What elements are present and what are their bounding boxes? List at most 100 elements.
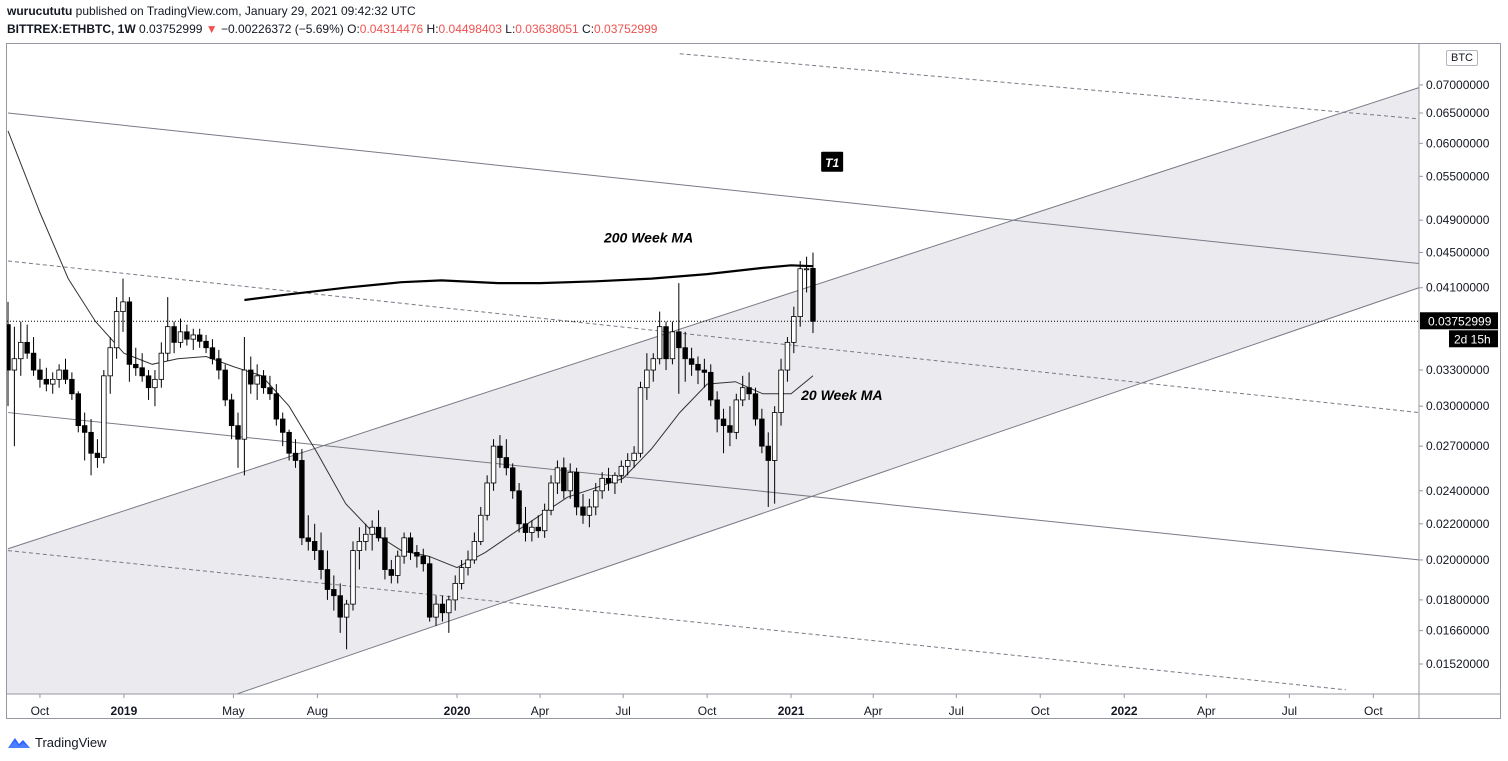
tradingview-footer[interactable]: TradingView — [7, 734, 107, 750]
candle-body — [382, 537, 388, 570]
candle-body — [663, 326, 669, 360]
published-text: published on TradingView.com, January 29… — [75, 4, 416, 18]
candle-body — [11, 358, 18, 371]
candle — [676, 283, 682, 394]
candle-body — [554, 467, 561, 484]
price-tick-label: 0.02000000 — [1426, 553, 1490, 567]
candle — [561, 457, 567, 499]
candle-body — [203, 340, 209, 349]
candle — [331, 575, 337, 611]
price-tick-label: 0.03300000 — [1426, 363, 1490, 377]
candle-body — [267, 387, 273, 395]
candle — [343, 599, 350, 650]
candle-body — [644, 369, 650, 389]
time-tick-label: Oct — [1031, 704, 1050, 718]
candle-body — [452, 582, 458, 601]
candle — [324, 550, 331, 600]
trendline-dashed-bottom — [7, 550, 1347, 691]
candle-body — [7, 324, 11, 371]
candle — [720, 408, 727, 454]
candle-body — [676, 331, 682, 349]
price-tick-label: 0.03000000 — [1426, 399, 1490, 413]
candle-body — [260, 375, 267, 389]
candle — [759, 408, 765, 454]
candle — [75, 391, 81, 433]
candle-body — [695, 363, 701, 371]
author-name[interactable]: wurucututu — [7, 4, 73, 18]
currency-badge[interactable]: BTC — [1446, 50, 1478, 66]
candle-body — [75, 393, 81, 427]
candle — [286, 429, 292, 461]
trendline-dashed-middle — [7, 260, 1419, 414]
candle-body — [478, 514, 484, 542]
candle-body — [426, 563, 433, 618]
time-tick-label: Jul — [615, 704, 630, 718]
price-tick-label: 0.02700000 — [1426, 439, 1490, 453]
candle-body — [727, 425, 733, 433]
candle-body — [733, 399, 740, 433]
candle — [113, 297, 120, 359]
candle — [318, 532, 324, 580]
candle-body — [228, 399, 235, 427]
candle-body — [593, 490, 599, 508]
candle — [490, 439, 497, 491]
annotation-label: T1 — [825, 156, 839, 170]
candle — [24, 324, 30, 359]
candle — [248, 356, 254, 394]
candle-body — [529, 526, 535, 533]
candle — [771, 406, 778, 504]
candle — [363, 523, 369, 551]
annotation-label: 200 Week MA — [603, 229, 693, 245]
countdown-box — [1449, 330, 1498, 348]
candle-body — [395, 555, 401, 576]
candle — [810, 252, 816, 334]
candle-body — [165, 326, 171, 354]
candle-body — [171, 326, 177, 343]
candle-body — [740, 387, 746, 401]
candle-body — [24, 341, 30, 354]
candle — [529, 520, 535, 542]
candle-body — [669, 331, 676, 360]
candle-body — [784, 341, 791, 371]
candle-body — [331, 589, 337, 597]
candle — [337, 583, 343, 633]
candle — [426, 556, 433, 622]
candle — [439, 595, 446, 622]
time-tick-label: 2020 — [444, 704, 471, 718]
candle — [618, 460, 625, 483]
candle — [209, 339, 216, 365]
candle-body — [765, 445, 771, 461]
time-tick-label: Jul — [1282, 704, 1297, 718]
price-tick-label: 0.07000000 — [1426, 78, 1490, 92]
time-tick-label: Oct — [1364, 704, 1383, 718]
time-tick-label: 2019 — [111, 704, 138, 718]
candle — [50, 372, 56, 394]
trendline-channel-upper — [7, 87, 1419, 550]
candle-body — [209, 347, 216, 360]
candle — [152, 370, 158, 407]
candle — [605, 467, 612, 491]
candle — [803, 256, 810, 293]
candle — [797, 260, 803, 327]
high-label: H: — [426, 22, 439, 36]
candle — [56, 364, 62, 388]
candle — [145, 370, 152, 400]
candle — [612, 472, 618, 494]
candle-body — [446, 599, 452, 614]
ma200-line — [244, 264, 814, 302]
price-tick-label: 0.06000000 — [1426, 136, 1490, 150]
candle-body — [363, 533, 369, 542]
open-value: 0.04314476 — [359, 22, 424, 36]
candle-body — [388, 569, 395, 576]
candle — [267, 375, 273, 400]
candle — [11, 326, 18, 447]
close-label: C: — [582, 22, 595, 36]
price-tick-label: 0.06500000 — [1426, 106, 1490, 120]
candle — [196, 328, 203, 348]
price-tick-label: 0.04500000 — [1426, 245, 1490, 259]
candle-body — [497, 445, 503, 458]
candle — [43, 367, 50, 392]
candle — [740, 375, 746, 407]
candle — [714, 391, 720, 433]
